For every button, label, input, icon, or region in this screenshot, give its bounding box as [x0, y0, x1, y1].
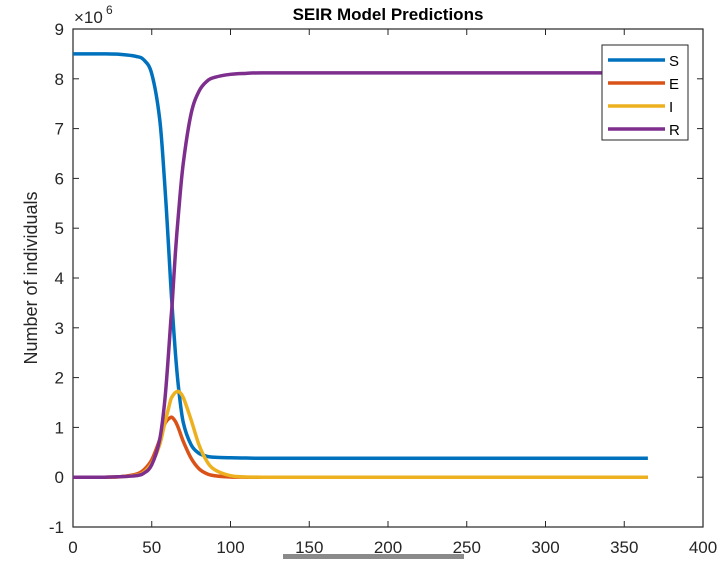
- legend-label-R: R: [669, 122, 680, 139]
- exponent-base: ×10: [74, 8, 103, 27]
- legend: SEIR: [601, 44, 689, 141]
- x-tick-label: 50: [142, 538, 161, 557]
- axes-box: [72, 28, 704, 528]
- legend-label-I: I: [669, 99, 673, 116]
- series-line-R: [72, 71, 648, 479]
- y-tick-label: 2: [55, 369, 64, 388]
- exponent-power: 6: [106, 3, 113, 17]
- data-lines: [72, 52, 648, 479]
- y-tick-label: 3: [55, 319, 64, 338]
- y-tick-label: 5: [55, 219, 64, 238]
- y-tick-label: 7: [55, 120, 64, 139]
- plot-area: [72, 28, 704, 528]
- y-tick-label: 9: [55, 20, 64, 39]
- x-tick-label: 200: [374, 538, 402, 557]
- series-line-S: [72, 52, 648, 461]
- x-tick-label: 150: [295, 538, 323, 557]
- y-tick-label: 0: [55, 468, 64, 487]
- y-tick-label: 4: [55, 269, 64, 288]
- x-tick-label: 0: [68, 538, 77, 557]
- x-tick-label: 400: [689, 538, 717, 557]
- y-exponent-label: ×10 6: [74, 3, 113, 27]
- horizontal-scrollbar[interactable]: [283, 554, 464, 559]
- legend-label-E: E: [669, 76, 679, 93]
- x-tick-label: 350: [610, 538, 638, 557]
- y-tick-label: 1: [55, 418, 64, 437]
- legend-label-S: S: [669, 53, 679, 70]
- y-tick-label: 8: [55, 70, 64, 89]
- x-tick-label: 300: [531, 538, 559, 557]
- y-axis-label: Number of individuals: [21, 191, 41, 364]
- x-tick-label: 100: [216, 538, 244, 557]
- x-tick-label: 250: [453, 538, 481, 557]
- y-tick-label: 6: [55, 169, 64, 188]
- y-tick-label: -1: [49, 518, 64, 537]
- chart-title: SEIR Model Predictions: [293, 5, 484, 24]
